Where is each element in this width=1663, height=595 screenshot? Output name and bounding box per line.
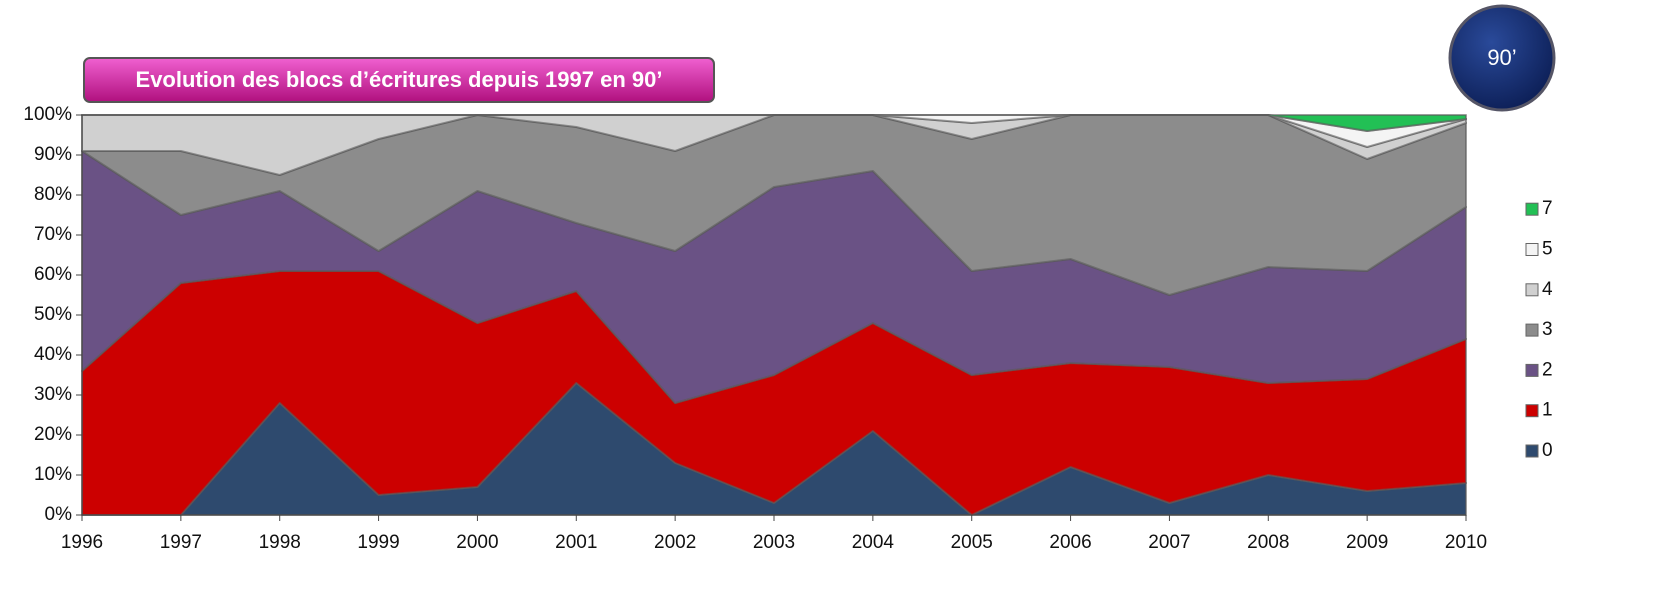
x-tick-label: 2002 [654, 532, 696, 553]
legend-swatch [1525, 202, 1539, 216]
x-tick-label: 1996 [61, 532, 103, 553]
x-tick-label: 1999 [357, 532, 399, 553]
y-tick-label: 30% [34, 384, 72, 405]
y-tick-label: 90% [34, 144, 72, 165]
y-tick-label: 0% [45, 504, 73, 525]
x-tick-label: 2003 [753, 532, 795, 553]
legend-swatch [1525, 444, 1539, 458]
x-tick-label: 2001 [555, 532, 597, 553]
legend-label: 7 [1542, 198, 1553, 219]
legend-label: 2 [1542, 359, 1553, 380]
legend-label: 4 [1542, 279, 1553, 300]
legend-swatch [1525, 363, 1539, 377]
x-tick-label: 2008 [1247, 532, 1289, 553]
x-tick-label: 2000 [456, 532, 498, 553]
x-tick-label: 2007 [1148, 532, 1190, 553]
chart-title: Evolution des blocs d’écritures depuis 1… [136, 67, 663, 92]
x-tick-label: 1998 [259, 532, 301, 553]
x-tick-label: 2006 [1049, 532, 1091, 553]
badge [1448, 4, 1556, 112]
y-tick-label: 40% [34, 344, 72, 365]
y-tick-label: 100% [23, 104, 72, 125]
y-tick-label: 20% [34, 424, 72, 445]
y-tick-label: 70% [34, 224, 72, 245]
area [81, 114, 1467, 132]
title-box [83, 57, 715, 103]
x-tick-label: 2010 [1445, 532, 1487, 553]
legend-label: 0 [1542, 440, 1553, 461]
legend-label: 3 [1542, 319, 1553, 340]
y-tick-label: 10% [34, 464, 72, 485]
legend-swatch [1525, 323, 1539, 337]
y-tick-label: 60% [34, 264, 72, 285]
legend-label: 1 [1542, 400, 1553, 421]
x-tick-label: 2005 [951, 532, 993, 553]
badge-label: 90’ [1487, 45, 1516, 70]
y-tick-label: 80% [34, 184, 72, 205]
x-tick-label: 2004 [852, 532, 895, 553]
legend-label: 5 [1542, 239, 1553, 260]
legend-swatch [1525, 404, 1539, 418]
x-tick-label: 1997 [160, 532, 202, 553]
legend-swatch [1525, 283, 1539, 297]
legend-swatch [1525, 243, 1539, 256]
y-tick-label: 50% [34, 304, 72, 325]
x-tick-label: 2009 [1346, 532, 1388, 553]
